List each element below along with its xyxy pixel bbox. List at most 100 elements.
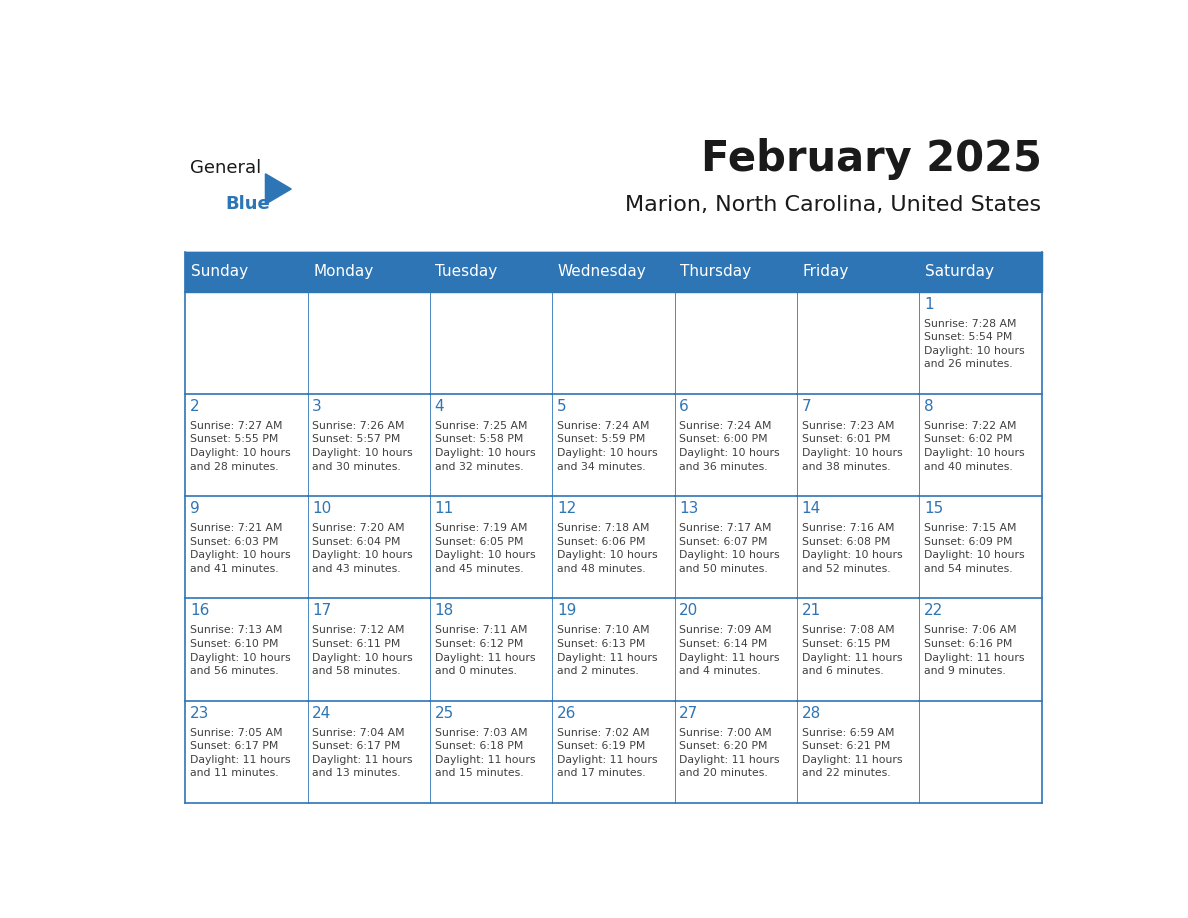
Text: Sunrise: 7:05 AM
Sunset: 6:17 PM
Daylight: 11 hours
and 11 minutes.: Sunrise: 7:05 AM Sunset: 6:17 PM Dayligh… [190,728,290,778]
Polygon shape [675,599,797,700]
Polygon shape [920,497,1042,599]
Polygon shape [430,252,552,292]
Polygon shape [430,497,552,599]
Polygon shape [552,252,675,292]
Polygon shape [675,252,797,292]
Polygon shape [430,394,552,497]
Polygon shape [920,599,1042,700]
Polygon shape [552,700,675,803]
Text: Sunrise: 7:02 AM
Sunset: 6:19 PM
Daylight: 11 hours
and 17 minutes.: Sunrise: 7:02 AM Sunset: 6:19 PM Dayligh… [557,728,657,778]
Text: Sunrise: 7:18 AM
Sunset: 6:06 PM
Daylight: 10 hours
and 48 minutes.: Sunrise: 7:18 AM Sunset: 6:06 PM Dayligh… [557,523,657,574]
Polygon shape [675,292,797,394]
Polygon shape [185,252,308,292]
Polygon shape [308,700,430,803]
Text: 6: 6 [680,399,689,414]
Text: 9: 9 [190,501,200,516]
Text: Sunrise: 7:21 AM
Sunset: 6:03 PM
Daylight: 10 hours
and 41 minutes.: Sunrise: 7:21 AM Sunset: 6:03 PM Dayligh… [190,523,291,574]
Text: 5: 5 [557,399,567,414]
Polygon shape [552,599,675,700]
Text: Sunrise: 7:11 AM
Sunset: 6:12 PM
Daylight: 11 hours
and 0 minutes.: Sunrise: 7:11 AM Sunset: 6:12 PM Dayligh… [435,625,535,677]
Text: February 2025: February 2025 [701,139,1042,181]
Text: Sunrise: 7:09 AM
Sunset: 6:14 PM
Daylight: 11 hours
and 4 minutes.: Sunrise: 7:09 AM Sunset: 6:14 PM Dayligh… [680,625,779,677]
Text: Sunday: Sunday [191,264,248,279]
Polygon shape [675,497,797,599]
Text: Sunrise: 7:16 AM
Sunset: 6:08 PM
Daylight: 10 hours
and 52 minutes.: Sunrise: 7:16 AM Sunset: 6:08 PM Dayligh… [802,523,902,574]
Text: Sunrise: 7:27 AM
Sunset: 5:55 PM
Daylight: 10 hours
and 28 minutes.: Sunrise: 7:27 AM Sunset: 5:55 PM Dayligh… [190,420,291,472]
Text: Tuesday: Tuesday [436,264,498,279]
Text: Sunrise: 7:00 AM
Sunset: 6:20 PM
Daylight: 11 hours
and 20 minutes.: Sunrise: 7:00 AM Sunset: 6:20 PM Dayligh… [680,728,779,778]
Text: Sunrise: 7:22 AM
Sunset: 6:02 PM
Daylight: 10 hours
and 40 minutes.: Sunrise: 7:22 AM Sunset: 6:02 PM Dayligh… [924,420,1024,472]
Text: 25: 25 [435,706,454,721]
Text: Sunrise: 7:17 AM
Sunset: 6:07 PM
Daylight: 10 hours
and 50 minutes.: Sunrise: 7:17 AM Sunset: 6:07 PM Dayligh… [680,523,779,574]
Polygon shape [675,700,797,803]
Polygon shape [797,292,920,394]
Text: 19: 19 [557,603,576,619]
Text: 13: 13 [680,501,699,516]
Text: Monday: Monday [314,264,373,279]
Polygon shape [430,599,552,700]
Text: 22: 22 [924,603,943,619]
Text: Thursday: Thursday [681,264,751,279]
Text: 23: 23 [190,706,209,721]
Polygon shape [430,700,552,803]
Polygon shape [552,497,675,599]
Text: 20: 20 [680,603,699,619]
Text: 18: 18 [435,603,454,619]
Text: 27: 27 [680,706,699,721]
Polygon shape [308,497,430,599]
Text: Sunrise: 7:25 AM
Sunset: 5:58 PM
Daylight: 10 hours
and 32 minutes.: Sunrise: 7:25 AM Sunset: 5:58 PM Dayligh… [435,420,536,472]
Text: Sunrise: 6:59 AM
Sunset: 6:21 PM
Daylight: 11 hours
and 22 minutes.: Sunrise: 6:59 AM Sunset: 6:21 PM Dayligh… [802,728,902,778]
Polygon shape [920,292,1042,394]
Text: 8: 8 [924,399,934,414]
Text: 14: 14 [802,501,821,516]
Polygon shape [920,700,1042,803]
Text: 3: 3 [312,399,322,414]
Text: 10: 10 [312,501,331,516]
Polygon shape [797,599,920,700]
Text: Blue: Blue [225,195,270,213]
Polygon shape [552,394,675,497]
Polygon shape [552,292,675,394]
Text: Sunrise: 7:20 AM
Sunset: 6:04 PM
Daylight: 10 hours
and 43 minutes.: Sunrise: 7:20 AM Sunset: 6:04 PM Dayligh… [312,523,413,574]
Polygon shape [185,394,308,497]
Text: Sunrise: 7:19 AM
Sunset: 6:05 PM
Daylight: 10 hours
and 45 minutes.: Sunrise: 7:19 AM Sunset: 6:05 PM Dayligh… [435,523,536,574]
Text: Saturday: Saturday [924,264,994,279]
Polygon shape [797,700,920,803]
Text: 16: 16 [190,603,209,619]
Polygon shape [797,252,920,292]
Text: Friday: Friday [802,264,849,279]
Text: Sunrise: 7:03 AM
Sunset: 6:18 PM
Daylight: 11 hours
and 15 minutes.: Sunrise: 7:03 AM Sunset: 6:18 PM Dayligh… [435,728,535,778]
Text: 4: 4 [435,399,444,414]
Text: Sunrise: 7:10 AM
Sunset: 6:13 PM
Daylight: 11 hours
and 2 minutes.: Sunrise: 7:10 AM Sunset: 6:13 PM Dayligh… [557,625,657,677]
Text: Sunrise: 7:24 AM
Sunset: 5:59 PM
Daylight: 10 hours
and 34 minutes.: Sunrise: 7:24 AM Sunset: 5:59 PM Dayligh… [557,420,657,472]
Text: 7: 7 [802,399,811,414]
Text: Sunrise: 7:06 AM
Sunset: 6:16 PM
Daylight: 11 hours
and 9 minutes.: Sunrise: 7:06 AM Sunset: 6:16 PM Dayligh… [924,625,1024,677]
Polygon shape [308,292,430,394]
Text: General: General [190,160,261,177]
Text: Sunrise: 7:08 AM
Sunset: 6:15 PM
Daylight: 11 hours
and 6 minutes.: Sunrise: 7:08 AM Sunset: 6:15 PM Dayligh… [802,625,902,677]
Polygon shape [308,252,430,292]
Polygon shape [920,252,1042,292]
Text: Sunrise: 7:13 AM
Sunset: 6:10 PM
Daylight: 10 hours
and 56 minutes.: Sunrise: 7:13 AM Sunset: 6:10 PM Dayligh… [190,625,291,677]
Text: 12: 12 [557,501,576,516]
Text: Wednesday: Wednesday [558,264,646,279]
Text: Sunrise: 7:04 AM
Sunset: 6:17 PM
Daylight: 11 hours
and 13 minutes.: Sunrise: 7:04 AM Sunset: 6:17 PM Dayligh… [312,728,412,778]
Polygon shape [265,174,291,204]
Polygon shape [675,394,797,497]
Polygon shape [308,394,430,497]
Text: Marion, North Carolina, United States: Marion, North Carolina, United States [625,195,1042,215]
Text: Sunrise: 7:12 AM
Sunset: 6:11 PM
Daylight: 10 hours
and 58 minutes.: Sunrise: 7:12 AM Sunset: 6:11 PM Dayligh… [312,625,413,677]
Text: 17: 17 [312,603,331,619]
Polygon shape [308,599,430,700]
Text: Sunrise: 7:26 AM
Sunset: 5:57 PM
Daylight: 10 hours
and 30 minutes.: Sunrise: 7:26 AM Sunset: 5:57 PM Dayligh… [312,420,413,472]
Text: 2: 2 [190,399,200,414]
Text: 11: 11 [435,501,454,516]
Text: 26: 26 [557,706,576,721]
Text: Sunrise: 7:15 AM
Sunset: 6:09 PM
Daylight: 10 hours
and 54 minutes.: Sunrise: 7:15 AM Sunset: 6:09 PM Dayligh… [924,523,1024,574]
Polygon shape [185,497,308,599]
Text: Sunrise: 7:24 AM
Sunset: 6:00 PM
Daylight: 10 hours
and 36 minutes.: Sunrise: 7:24 AM Sunset: 6:00 PM Dayligh… [680,420,779,472]
Text: 1: 1 [924,297,934,312]
Polygon shape [797,497,920,599]
Text: 28: 28 [802,706,821,721]
Polygon shape [185,700,308,803]
